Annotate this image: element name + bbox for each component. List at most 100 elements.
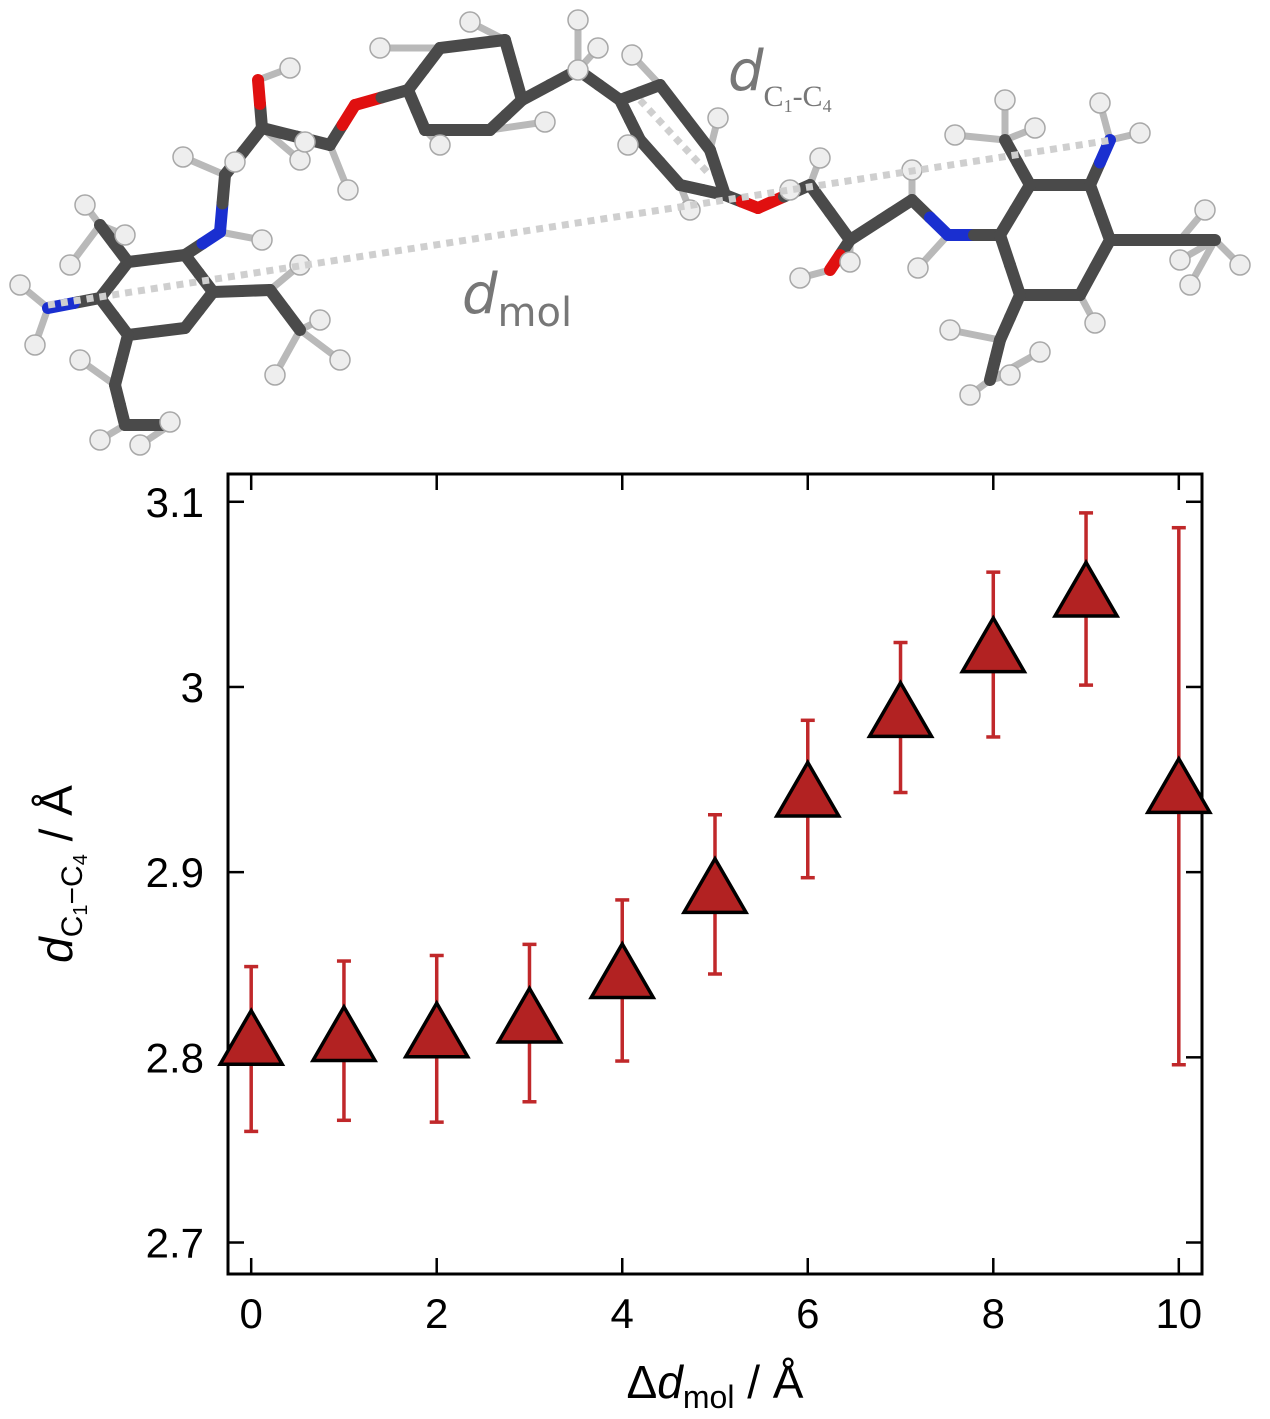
error-bars xyxy=(244,511,1186,1134)
hydrogen-atom xyxy=(707,107,729,129)
x-tick-label: 0 xyxy=(240,1290,263,1337)
hydrogen-atom xyxy=(9,274,31,296)
hydrogen-atom xyxy=(74,194,96,216)
hydrogen-atom xyxy=(224,151,246,173)
y-axis-title-sub: C xyxy=(56,916,89,938)
hydrogen-atom xyxy=(567,9,589,31)
data-point-marker xyxy=(495,984,564,1044)
plot-frame xyxy=(226,472,1204,1276)
hydrogen-atom xyxy=(567,59,589,81)
hydrogen-atom xyxy=(1089,92,1111,114)
y-tick-label: 3 xyxy=(181,664,204,711)
hydrogen-atom xyxy=(534,111,556,133)
hydrogen-atom xyxy=(944,124,966,146)
y-axis-ticks: 2.7 2.8 2.9 3 3.1 xyxy=(146,479,1202,1267)
hydrogen-atom xyxy=(369,37,391,59)
hydrogen-atom xyxy=(839,251,861,273)
molecule-bond xyxy=(402,84,423,116)
data-point-marker xyxy=(1144,755,1213,815)
dc1c4-label-sub4: 4 xyxy=(823,96,832,116)
hydrogen-atom xyxy=(789,267,811,289)
dc1c4-label-main: d xyxy=(728,39,764,104)
hydrogen-atom xyxy=(309,309,331,331)
hydrogen-atom xyxy=(1129,122,1151,144)
dmol-label-main: d xyxy=(462,262,498,327)
hydrogen-atom xyxy=(251,229,273,251)
hydrogen-atom xyxy=(159,411,181,433)
molecule-bond xyxy=(679,111,716,156)
hydrogen-atom xyxy=(1229,254,1251,276)
x-tick-label: 2 xyxy=(425,1290,448,1337)
x-tick-label: 4 xyxy=(611,1290,634,1337)
hydrogen-atom xyxy=(994,89,1016,111)
chart: 0 2 4 6 8 10 2.72.82.933.1 Δdmol / Å dC1−C4 /… xyxy=(30,472,1213,1415)
hydrogen-atom xyxy=(114,224,136,246)
x-axis-title-main: d xyxy=(657,1356,684,1408)
hydrogen-atom xyxy=(89,429,111,451)
hydrogen-atom xyxy=(129,434,151,456)
hydrogen-atom xyxy=(1029,341,1051,363)
molecule-bond xyxy=(875,194,918,226)
molecule-bond xyxy=(984,354,1001,386)
molecule-illustration xyxy=(9,9,1251,456)
data-point-marker xyxy=(680,855,750,915)
hydrogen-atom xyxy=(429,134,451,156)
hydrogen-atom xyxy=(1179,274,1201,296)
hydrogen-atom xyxy=(621,44,643,66)
dc1c4-label-sub1: 1 xyxy=(784,96,793,116)
molecule-bond xyxy=(94,219,120,250)
hydrogen-atom xyxy=(279,57,301,79)
data-point-marker xyxy=(402,999,471,1059)
x-tick-label: 6 xyxy=(796,1290,819,1337)
y-tick-label: 2.7 xyxy=(146,1220,204,1267)
hydrogen-atom xyxy=(289,149,311,171)
y-axis-title-unit: / Å xyxy=(30,785,82,854)
molecule-bond xyxy=(994,229,1016,271)
dc1c4-label-sub: C xyxy=(764,80,784,113)
hydrogen-atom xyxy=(337,179,359,201)
hydrogen-atom xyxy=(69,349,91,371)
dmol-label-sub: mol xyxy=(498,290,573,336)
hydrogen-atom xyxy=(939,319,961,341)
hydrogen-atom xyxy=(24,334,46,356)
molecule-bond xyxy=(654,79,691,124)
molecule-bond xyxy=(614,94,636,126)
dc1c4-label-sep: -C xyxy=(793,80,823,113)
y-tick-label: 2.8 xyxy=(146,1034,204,1081)
hydrogen-atom xyxy=(264,364,286,386)
data-point-marker xyxy=(773,758,842,818)
x-axis-title-sub: mol xyxy=(683,1379,735,1415)
hydrogen-atom xyxy=(172,146,194,168)
y-axis-title-sep: −C xyxy=(56,865,89,904)
data-point-marker xyxy=(866,679,935,739)
hydrogen-atom xyxy=(907,257,929,279)
data-point-marker xyxy=(959,614,1028,674)
hydrogen-atom xyxy=(809,147,831,169)
hydrogen-atom xyxy=(1084,312,1106,334)
molecule-bond xyxy=(824,249,846,276)
molecule-bond xyxy=(999,134,1024,169)
data-point-marker xyxy=(309,1003,378,1063)
y-axis-title-sub1: 1 xyxy=(70,904,92,915)
data-point-marker xyxy=(1052,558,1121,618)
y-axis-title-main: d xyxy=(30,936,82,963)
dmol-label: dmol xyxy=(462,262,572,336)
hydrogen-atom xyxy=(999,364,1021,386)
hydrogen-atom xyxy=(294,131,316,153)
hydrogen-atom xyxy=(329,349,351,371)
hydrogen-atom xyxy=(1169,249,1191,271)
y-axis-title: dC1−C4 / Å xyxy=(30,785,92,963)
x-axis-title-delta: Δ xyxy=(627,1356,658,1408)
y-tick-label: 2.9 xyxy=(146,849,204,896)
hydrogen-atom xyxy=(59,254,81,276)
x-tick-label: 8 xyxy=(982,1290,1005,1337)
molecule-bond xyxy=(252,74,266,110)
hydrogen-atom xyxy=(959,384,981,406)
x-tick-label: 10 xyxy=(1155,1290,1202,1337)
dmol-distance-line xyxy=(47,136,1113,309)
hydrogen-atom xyxy=(1024,117,1046,139)
hydrogen-atom xyxy=(617,134,639,156)
data-markers xyxy=(217,558,1213,1066)
hydrogen-atom xyxy=(587,37,609,59)
